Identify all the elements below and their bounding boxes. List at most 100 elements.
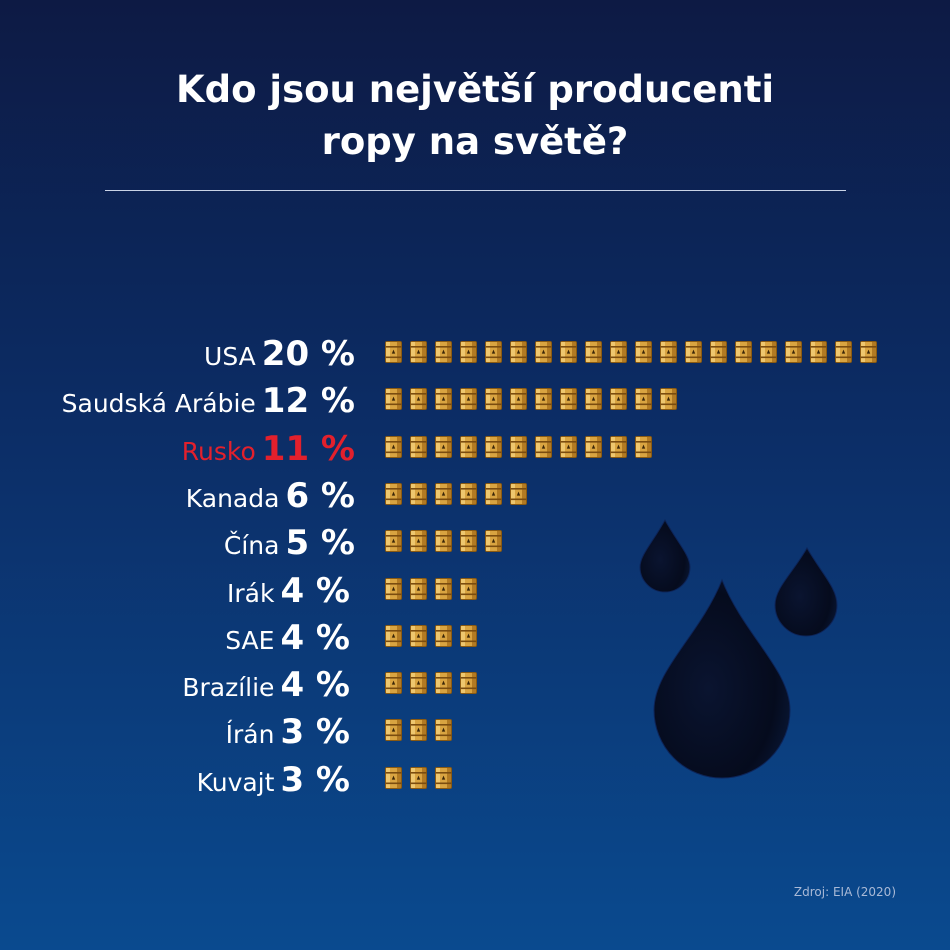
oil-barrel-icon <box>460 482 477 505</box>
value-label: 4 % <box>280 570 350 611</box>
oil-barrel-icon <box>385 624 402 647</box>
category-label: Irák <box>226 578 275 608</box>
chart-row: Írán 3 % <box>0 712 950 756</box>
category-label: USA <box>204 342 256 371</box>
chart-row: Kanada 6 % <box>0 476 950 520</box>
oil-barrel-icon <box>385 341 402 363</box>
value-label: 4 % <box>280 617 350 658</box>
value-label: 4 % <box>280 665 350 706</box>
oil-barrel-icon <box>510 388 527 411</box>
chart-row: Čína 5 % <box>0 523 950 567</box>
oil-barrel-icon <box>485 530 502 553</box>
oil-barrel-icon <box>485 341 502 363</box>
row-label: Kuvajt 3 % <box>197 760 350 804</box>
oil-barrel-icon <box>510 435 527 458</box>
oil-barrel-icon <box>860 341 877 363</box>
row-label: Saudská Arábie 12 % <box>62 381 355 425</box>
oil-barrel-icon <box>535 388 552 411</box>
oil-barrel-icon <box>535 341 552 363</box>
oil-barrel-icon <box>460 388 477 411</box>
oil-barrel-icon <box>585 341 602 363</box>
oil-barrel-icon <box>410 435 427 458</box>
oil-barrel-icon <box>585 388 602 411</box>
oil-barrel-icon <box>485 388 502 411</box>
value-label: 3 % <box>280 712 350 753</box>
row-label: Irák 4 % <box>227 571 350 615</box>
category-label: Čína <box>223 531 280 561</box>
oil-barrel-icon <box>410 672 427 695</box>
category-label: Kuvajt <box>196 767 275 797</box>
oil-barrel-icon <box>460 530 477 553</box>
chart-row: Brazílie 4 % <box>0 665 950 709</box>
chart-row: Kuvajt 3 % <box>0 760 950 804</box>
oil-barrel-icon <box>435 435 452 458</box>
oil-barrel-icon <box>535 435 552 458</box>
oil-barrel-icon <box>460 672 477 695</box>
oil-drop-icon <box>653 578 791 779</box>
row-label: SAE 4 % <box>225 618 350 662</box>
category-label: Kanada <box>185 483 280 513</box>
row-label: Čína 5 % <box>224 523 355 567</box>
oil-barrel-icon <box>435 482 452 505</box>
chart-row: Rusko 11 % <box>0 429 950 473</box>
oil-barrel-icon <box>385 530 402 553</box>
chart-row: Saudská Arábie 12 % <box>0 381 950 425</box>
category-label: Rusko <box>181 436 256 466</box>
category-label: Saudská Arábie <box>61 389 256 419</box>
value-label: 11 % <box>261 428 355 469</box>
oil-barrel-icon <box>435 388 452 411</box>
category-label: SAE <box>225 625 275 655</box>
oil-barrel-icon <box>385 766 402 789</box>
oil-barrel-icon <box>635 388 652 411</box>
oil-barrel-icon <box>685 341 702 363</box>
oil-barrel-icon <box>435 719 452 742</box>
oil-barrel-icon <box>485 482 502 505</box>
oil-barrel-icon <box>435 530 452 553</box>
oil-barrel-icon <box>460 624 477 647</box>
oil-barrel-icon <box>385 482 402 505</box>
oil-barrel-icon <box>435 766 452 789</box>
oil-barrel-icon <box>410 766 427 789</box>
chart-row: USA 20 % <box>0 334 950 378</box>
oil-barrel-icon <box>435 341 452 363</box>
oil-barrel-icon <box>660 341 677 363</box>
title-line-2: ropy na světě? <box>321 120 629 163</box>
oil-barrel-icon <box>560 388 577 411</box>
oil-drops-illustration <box>639 518 838 779</box>
oil-barrel-icon <box>410 341 427 363</box>
oil-drop-icon <box>639 518 691 593</box>
oil-barrel-icon <box>385 577 402 600</box>
oil-barrel-icon <box>635 435 652 458</box>
value-label: 3 % <box>280 759 350 800</box>
oil-barrel-icon <box>410 530 427 553</box>
oil-barrel-icon <box>460 341 477 363</box>
value-label: 6 % <box>285 475 355 516</box>
oil-barrel-icon <box>410 388 427 411</box>
oil-barrel-icon <box>610 388 627 411</box>
oil-barrel-icon <box>485 435 502 458</box>
oil-barrel-icon <box>435 624 452 647</box>
oil-barrel-icon <box>635 341 652 363</box>
oil-barrel-icon <box>610 341 627 363</box>
oil-barrel-icon <box>810 341 827 363</box>
oil-barrel-icon <box>385 719 402 742</box>
oil-barrel-icon <box>610 435 627 458</box>
oil-barrel-icon <box>835 341 852 363</box>
row-label: Kanada 6 % <box>186 476 355 520</box>
oil-barrel-icon <box>385 672 402 695</box>
oil-barrel-icon <box>510 341 527 363</box>
value-label: 12 % <box>261 381 355 422</box>
oil-barrel-icon <box>560 341 577 363</box>
chart-title: Kdo jsou největší producenti ropy na svě… <box>0 64 950 168</box>
oil-drop-icon <box>774 546 838 637</box>
oil-barrel-icon <box>435 672 452 695</box>
oil-barrel-icon <box>460 577 477 600</box>
row-label: Írán 3 % <box>226 712 350 756</box>
value-label: 5 % <box>285 523 355 564</box>
chart-row: Irák 4 % <box>0 571 950 615</box>
oil-barrel-icon <box>460 435 477 458</box>
category-label: Brazílie <box>182 673 275 703</box>
row-label: USA 20 % <box>204 334 355 378</box>
oil-barrel-icon <box>410 577 427 600</box>
row-label: Brazílie 4 % <box>182 665 350 709</box>
